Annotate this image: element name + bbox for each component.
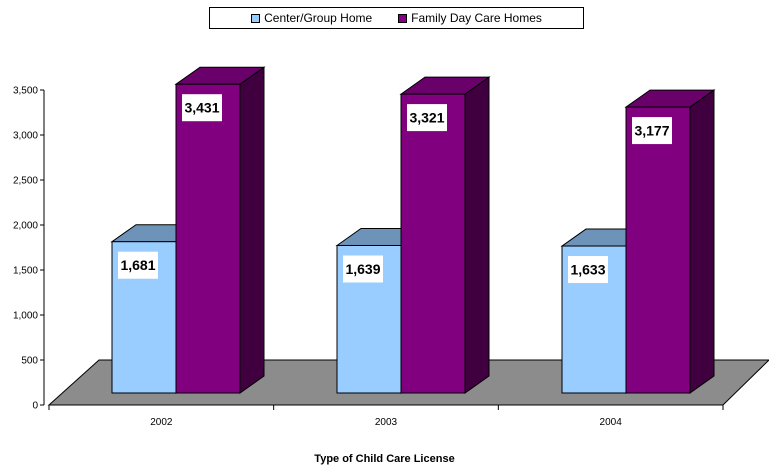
legend-item-family-day-care-homes: Family Day Care Homes xyxy=(398,11,542,25)
bar-family-day-care-homes-2002 xyxy=(175,83,241,394)
legend-item-center-group-home: Center/Group Home xyxy=(251,11,372,25)
data-label: 1,639 xyxy=(345,261,380,277)
legend-label-center-group-home: Center/Group Home xyxy=(264,11,373,25)
data-label-box xyxy=(407,104,447,132)
x-tick-label: 2004 xyxy=(600,417,623,428)
legend-label-family-day-care-homes: Family Day Care Homes xyxy=(411,11,542,25)
data-label: 3,321 xyxy=(409,110,444,126)
data-label-box xyxy=(118,251,158,279)
data-label: 3,177 xyxy=(634,123,669,139)
data-label: 1,633 xyxy=(570,262,605,278)
y-tick-label: 3,500 xyxy=(13,86,38,97)
bar-family-day-care-homes-2003 xyxy=(400,93,466,394)
data-label-box xyxy=(632,117,672,145)
data-label-box xyxy=(343,255,383,283)
y-tick-label: 3,000 xyxy=(13,131,38,142)
y-tick-label: 0 xyxy=(32,401,38,412)
y-tick-label: 2,000 xyxy=(13,221,38,232)
legend-swatch-family-day-care-homes xyxy=(398,13,408,23)
y-tick-label: 1,500 xyxy=(13,266,38,277)
data-label: 1,681 xyxy=(120,257,155,273)
bar-family-day-care-homes-2002-side xyxy=(239,66,265,394)
legend-swatch-center-group-home xyxy=(251,13,261,23)
data-label-box xyxy=(568,256,608,284)
y-tick-label: 2,500 xyxy=(13,176,38,187)
x-tick-label: 2003 xyxy=(375,417,398,428)
bar-family-day-care-homes-2004-side xyxy=(689,89,715,394)
data-label: 3,431 xyxy=(184,100,219,116)
y-tick-label: 1,000 xyxy=(13,311,38,322)
data-label-box xyxy=(182,94,222,122)
bar-family-day-care-homes-2003-side xyxy=(464,76,490,394)
x-tick-label: 2002 xyxy=(150,417,173,428)
legend: Center/Group Home Family Day Care Homes xyxy=(209,7,584,29)
bar-family-day-care-homes-2004 xyxy=(625,106,691,394)
y-tick-label: 500 xyxy=(21,356,38,367)
x-axis-title: Type of Child Care License xyxy=(314,453,455,465)
